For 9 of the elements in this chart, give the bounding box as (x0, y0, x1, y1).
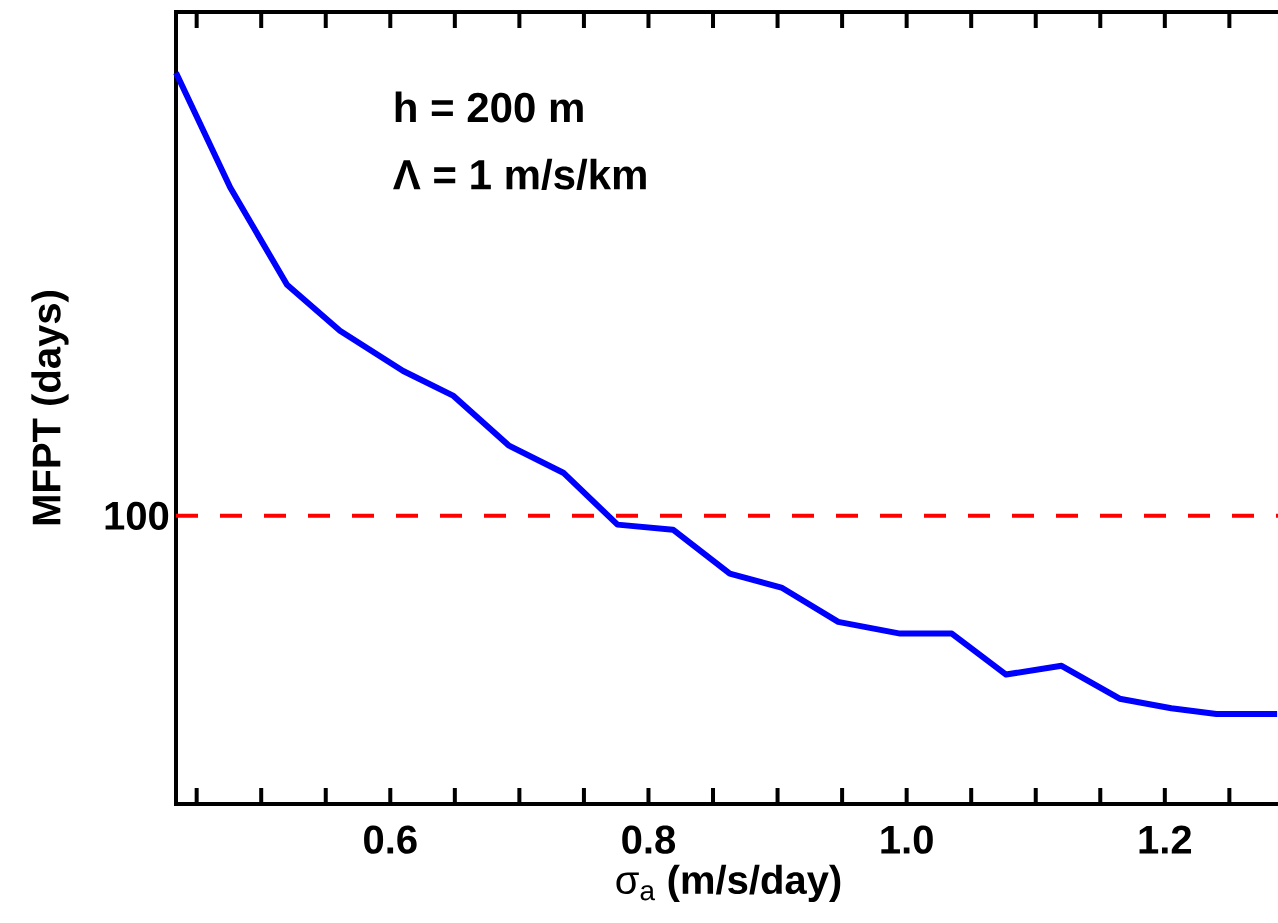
y-axis-title: MFPT (days) (31, 291, 69, 525)
x-tick-label: 0.8 (622, 825, 676, 854)
x-tick-label: 1.0 (881, 825, 933, 854)
x-axis-title: σ$_{a}$ (m/s/day) (616, 864, 841, 902)
x-tick-label: 1.2 (1139, 825, 1192, 854)
annotation: Λ = 1 m/s/km (393, 158, 646, 190)
annotation: h = 200 m (395, 91, 583, 123)
text: 100 (105, 501, 169, 531)
x-tick-label: 0.6 (364, 825, 417, 854)
